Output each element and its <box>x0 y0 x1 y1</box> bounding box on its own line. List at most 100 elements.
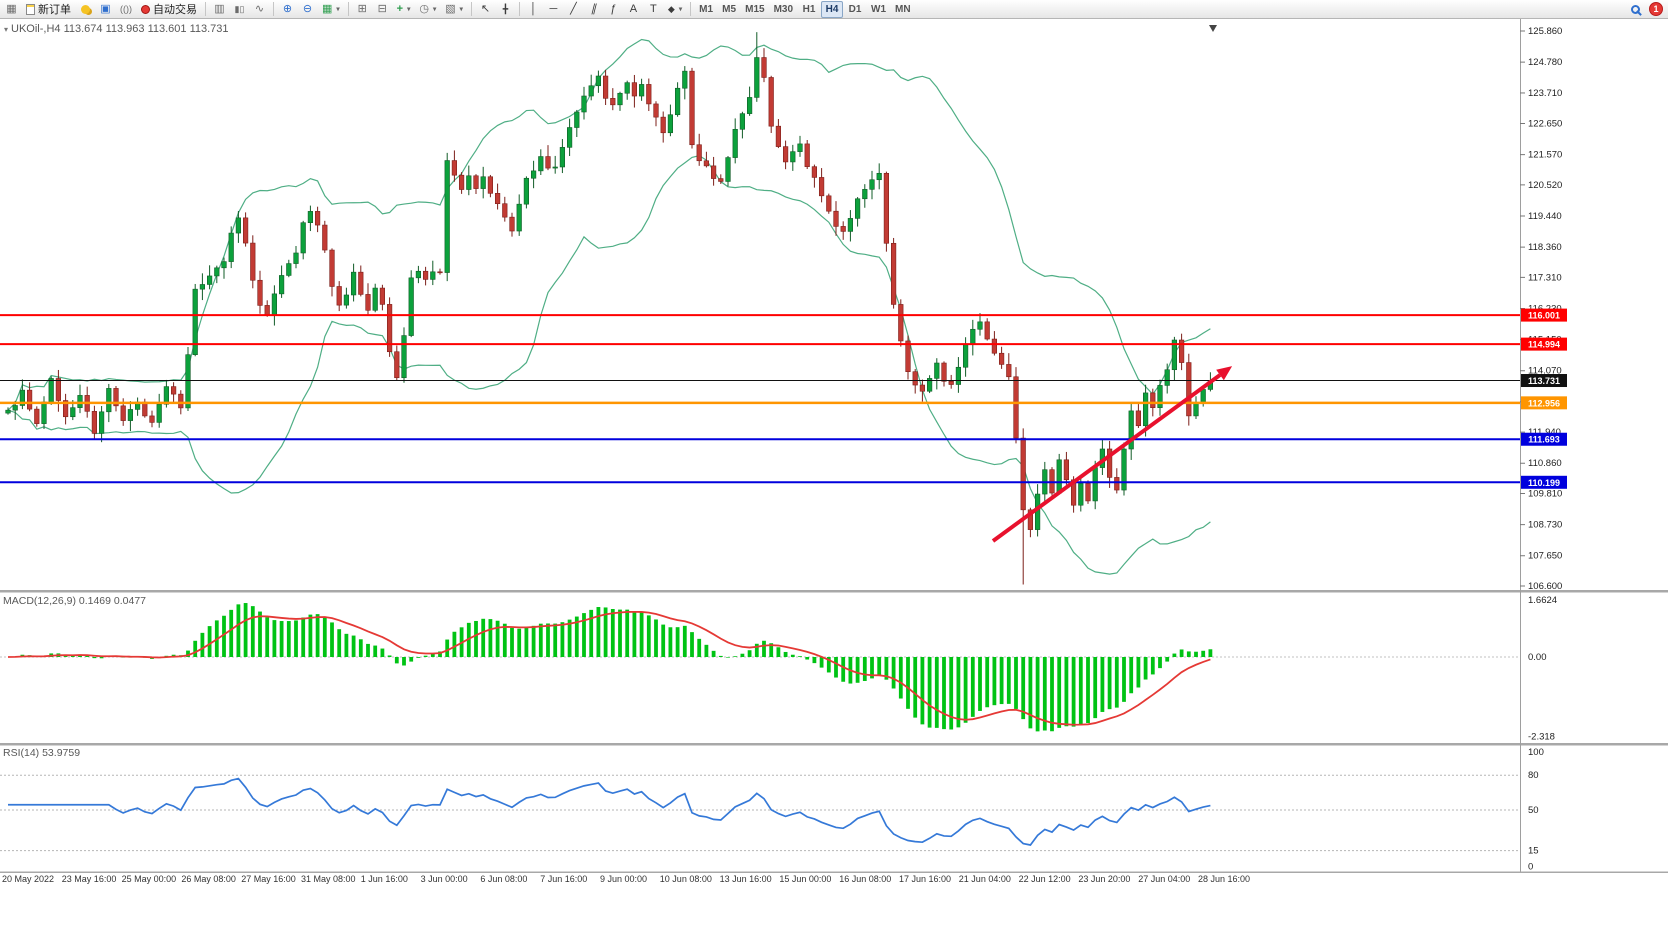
macd-signal-line <box>7 610 1211 726</box>
text-tool-button[interactable]: A <box>624 1 643 18</box>
add-indicator-icon: + <box>396 2 404 15</box>
market-watch-icon: ▣ <box>100 2 111 15</box>
search-button[interactable] <box>1626 1 1645 18</box>
cursor-icon: ↖ <box>480 2 491 15</box>
svg-text:80: 80 <box>1528 770 1539 781</box>
svg-text:116.001: 116.001 <box>1528 311 1560 321</box>
cascade-windows-icon: ⊟ <box>377 2 387 15</box>
timeframe-m1-button[interactable]: M1 <box>699 3 714 15</box>
tile-windows-button[interactable]: ⊞ <box>353 1 372 18</box>
timeframe-d1-button[interactable]: D1 <box>848 3 862 15</box>
timeframe-w1-button[interactable]: W1 <box>871 3 887 15</box>
vertical-line-tool-button[interactable]: │ <box>524 1 543 18</box>
svg-text:107.650: 107.650 <box>1528 551 1562 562</box>
grid-icon: ▦ <box>322 2 333 15</box>
svg-text:106.600: 106.600 <box>1528 581 1562 592</box>
chevron-down-icon: ▾ <box>459 6 463 13</box>
crosshair-tool-button[interactable]: ╋ <box>496 1 515 18</box>
svg-text:1.6624: 1.6624 <box>1528 595 1557 606</box>
svg-text:114.994: 114.994 <box>1528 340 1560 350</box>
shapes-icon: ◆ <box>667 3 675 14</box>
horizontal-line-tool-button[interactable]: ─ <box>544 1 563 18</box>
trend-arrow-head <box>1216 366 1233 381</box>
svg-text:-2.318: -2.318 <box>1528 732 1555 743</box>
cursor-tool-button[interactable]: ↖ <box>476 1 495 18</box>
svg-text:113.731: 113.731 <box>1528 376 1560 386</box>
sound-alert-button[interactable]: (()) <box>116 1 136 18</box>
trend-arrow-line[interactable] <box>991 373 1222 543</box>
notification-badge[interactable]: 1 <box>1649 2 1663 16</box>
timeframe-m15-button[interactable]: M15 <box>745 3 765 15</box>
bar-chart-mode-button[interactable]: ▥ <box>210 1 229 18</box>
charts-bar-button[interactable]: ▦ <box>2 1 21 18</box>
toolbar-separator <box>518 2 520 16</box>
symbol-collapse-icon[interactable]: ▾ <box>4 25 9 34</box>
timeframe-m30-button[interactable]: M30 <box>773 3 794 15</box>
timeframe-mn-button[interactable]: MN <box>895 3 911 15</box>
svg-text:21 Jun 04:00: 21 Jun 04:00 <box>959 874 1011 884</box>
chevron-down-icon: ▾ <box>336 6 340 13</box>
svg-text:17 Jun 16:00: 17 Jun 16:00 <box>899 874 951 884</box>
crosshair-icon: ╋ <box>502 3 509 14</box>
chart-shift-marker[interactable] <box>1209 25 1217 32</box>
svg-text:16 Jun 08:00: 16 Jun 08:00 <box>839 874 891 884</box>
svg-text:118.360: 118.360 <box>1528 242 1562 253</box>
rsi-label: RSI(14) 53.9759 <box>3 747 81 759</box>
new-order-icon <box>26 3 35 15</box>
timeframe-h1-button[interactable]: H1 <box>802 3 816 15</box>
candlestick-mode-button[interactable]: ▮▯ <box>230 1 249 18</box>
macd-label: MACD(12,26,9) 0.1469 0.0477 <box>3 595 147 607</box>
zoom-in-icon: ⊕ <box>282 2 293 15</box>
svg-text:120.520: 120.520 <box>1528 180 1562 191</box>
timeframe-m5-button[interactable]: M5 <box>722 3 737 15</box>
price-badge <box>1521 475 1567 489</box>
zoom-out-icon: ⊖ <box>302 2 313 15</box>
zoom-out-button[interactable]: ⊖ <box>298 1 317 18</box>
channel-tool-button[interactable]: ∥ <box>584 1 603 18</box>
svg-text:9 Jun 00:00: 9 Jun 00:00 <box>600 874 647 884</box>
bar-chart-icon: ▥ <box>214 2 225 15</box>
zoom-in-button[interactable]: ⊕ <box>278 1 297 18</box>
clock-icon: ◷ <box>419 2 429 15</box>
svg-text:15: 15 <box>1528 846 1539 857</box>
toolbar-separator <box>470 2 472 16</box>
svg-text:100: 100 <box>1528 747 1544 758</box>
svg-text:27 May 16:00: 27 May 16:00 <box>241 874 296 884</box>
line-chart-mode-button[interactable]: ∿ <box>250 1 269 18</box>
coins-icon <box>81 4 90 14</box>
new-order-button[interactable]: 新订单 <box>22 1 75 18</box>
svg-text:50: 50 <box>1528 805 1539 816</box>
svg-text:110.199: 110.199 <box>1528 478 1560 488</box>
shapes-tool-button[interactable]: ◆ ▾ <box>664 1 686 18</box>
svg-text:13 Jun 16:00: 13 Jun 16:00 <box>720 874 772 884</box>
svg-text:121.570: 121.570 <box>1528 150 1562 161</box>
chevron-down-icon: ▾ <box>432 6 437 13</box>
timeframe-h4-button[interactable]: H4 <box>821 0 844 18</box>
autotrade-button[interactable]: 自动交易 <box>137 1 201 18</box>
templates-button[interactable]: ▧ ▾ <box>441 1 467 18</box>
indicators-button[interactable]: + ▾ <box>393 1 415 18</box>
search-icon <box>1631 4 1640 14</box>
chart-header: ▾ UKOil-,H4 113.674 113.963 113.601 113.7… <box>4 23 229 35</box>
toolbar-separator <box>690 2 692 16</box>
fibonacci-tool-button[interactable]: ƒ <box>604 1 623 18</box>
sound-icon: (()) <box>120 3 132 14</box>
trendline-tool-button[interactable]: ╱ <box>564 1 583 18</box>
market-watch-button[interactable]: ▣ <box>96 1 115 18</box>
svg-text:119.440: 119.440 <box>1528 211 1562 222</box>
deposit-button[interactable] <box>76 1 95 18</box>
svg-text:109.810: 109.810 <box>1528 489 1562 500</box>
svg-text:108.730: 108.730 <box>1528 520 1562 531</box>
svg-text:22 Jun 12:00: 22 Jun 12:00 <box>1019 874 1071 884</box>
label-tool-button[interactable]: T <box>644 1 663 18</box>
price-badge <box>1521 374 1567 388</box>
trendline-icon: ╱ <box>570 2 577 15</box>
price-chart[interactable]: 125.860 124.780 123.710 122.650 121.570 120.5… <box>0 19 1668 938</box>
price-badge <box>1521 432 1567 446</box>
periods-button[interactable]: ◷ ▾ <box>415 1 440 18</box>
svg-text:25 May 00:00: 25 May 00:00 <box>122 874 177 884</box>
grid-button[interactable]: ▦ ▾ <box>318 1 344 18</box>
svg-text:122.650: 122.650 <box>1528 119 1562 130</box>
cascade-windows-button[interactable]: ⊟ <box>373 1 392 18</box>
price-badge <box>1521 396 1567 410</box>
